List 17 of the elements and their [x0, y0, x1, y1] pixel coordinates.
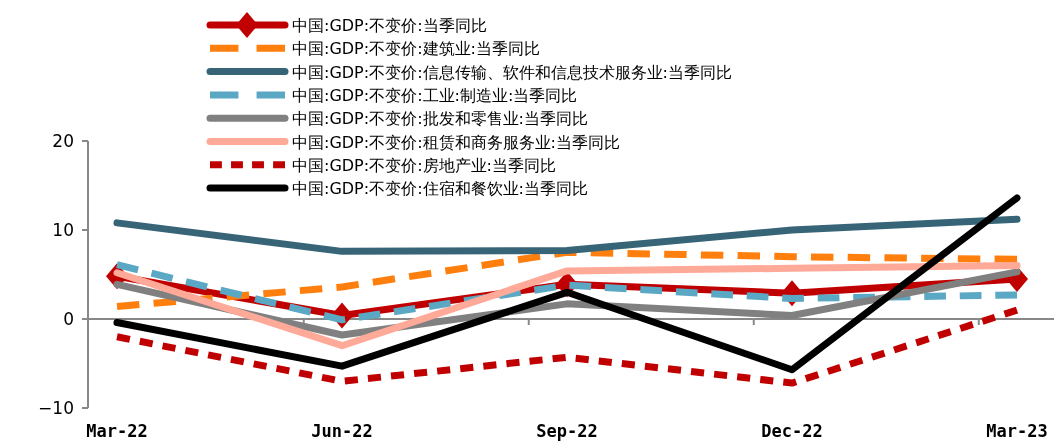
x-tick-label: Sep-22 — [536, 421, 598, 441]
legend-label: 中国:GDP:不变价:建筑业:当季同比 — [292, 39, 540, 59]
y-tick-label: 0 — [63, 309, 74, 329]
legend-label: 中国:GDP:不变价:租赁和商务服务业:当季同比 — [292, 132, 620, 152]
legend-label: 中国:GDP:不变价:当季同比 — [292, 16, 487, 35]
x-tick-label: Mar-22 — [86, 421, 148, 441]
legend-label: 中国:GDP:不变价:信息传输、软件和信息技术服务业:当季同比 — [292, 62, 732, 82]
x-tick-label: Dec-22 — [761, 421, 823, 441]
y-tick-label: −10 — [38, 398, 74, 418]
x-tick-label: Jun-22 — [311, 421, 373, 441]
y-tick-label: 20 — [52, 131, 74, 151]
legend-label: 中国:GDP:不变价:批发和零售业:当季同比 — [292, 109, 588, 129]
x-tick-label: Mar-23 — [986, 421, 1048, 441]
y-tick-label: 10 — [52, 220, 74, 240]
legend-label: 中国:GDP:不变价:工业:制造业:当季同比 — [292, 85, 578, 105]
legend-label: 中国:GDP:不变价:房地产业:当季同比 — [292, 155, 556, 175]
legend-label: 中国:GDP:不变价:住宿和餐饮业:当季同比 — [292, 179, 588, 199]
